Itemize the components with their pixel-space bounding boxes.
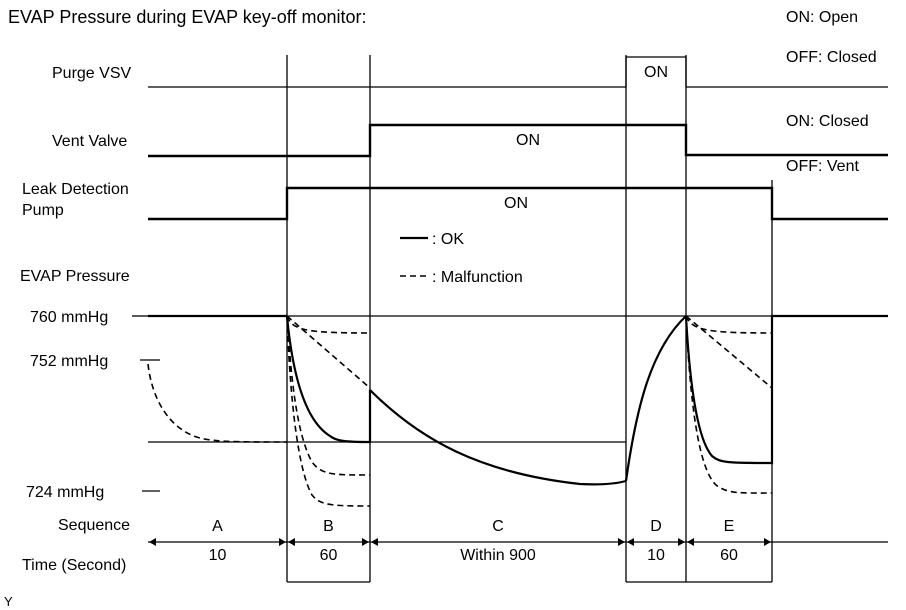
pressure-malfunction-b-medium — [286, 315, 371, 389]
pressure-label-752: 752 mmHg — [30, 353, 108, 370]
row-label-sequence: Sequence — [58, 517, 130, 534]
pressure-malfunction-b-severe — [286, 315, 371, 507]
row-label-leak-pump-1: Leak Detection — [22, 181, 129, 198]
time-label-b: 60 — [320, 547, 338, 564]
vent-off-legend: OFF: Vent — [786, 158, 859, 175]
diagram-title: EVAP Pressure during EVAP key-off monito… — [8, 7, 367, 27]
pressure-malfunction-b-small — [286, 315, 371, 334]
time-label-a: 10 — [209, 547, 227, 564]
sequence-label-a: A — [212, 518, 223, 535]
sequence-row: A 10 B 60 C Within 900 D 10 E 60 — [149, 518, 771, 564]
time-label-d: 10 — [647, 547, 665, 564]
time-label-e: 60 — [720, 547, 738, 564]
pressure-malfunction-e-large — [685, 315, 773, 494]
vent-on-label: ON — [516, 132, 540, 149]
pressure-malfunction-e-small — [685, 315, 773, 334]
pressure-malfunction-e-medium — [685, 315, 773, 389]
row-label-time: Time (Second) — [22, 557, 126, 574]
time-label-c: Within 900 — [460, 547, 536, 564]
pressure-label-724: 724 mmHg — [26, 484, 104, 501]
pressure-ok-phase-c — [369, 389, 627, 486]
pump-on-label: ON — [504, 195, 528, 212]
vent-valve-signal — [148, 123, 888, 158]
purge-vsv-signal — [148, 56, 888, 88]
sequence-label-b: B — [323, 518, 334, 535]
legend-malfunction-label: : Malfunction — [432, 269, 523, 286]
sequence-label-e: E — [724, 518, 735, 535]
pressure-label-760: 760 mmHg — [30, 309, 108, 326]
sequence-label-c: C — [492, 518, 504, 535]
pressure-ok-phase-d — [624, 315, 687, 482]
sequence-label-d: D — [650, 518, 662, 535]
row-label-leak-pump-2: Pump — [22, 202, 64, 219]
pressure-malfunction-b-large — [286, 315, 371, 476]
vent-on-legend: ON: Closed — [786, 113, 869, 130]
footer-mark: Y — [4, 594, 13, 609]
row-label-vent-valve: Vent Valve — [52, 133, 127, 150]
pressure-malfunction-phase-a — [147, 363, 288, 443]
purge-on-label: ON — [644, 64, 668, 81]
legend-ok-label: : OK — [432, 231, 464, 248]
row-label-purge-vsv: Purge VSV — [52, 65, 131, 82]
pressure-ok-phase-e — [684, 314, 888, 465]
purge-on-legend: ON: Open — [786, 9, 858, 26]
purge-off-legend: OFF: Closed — [786, 49, 877, 66]
row-label-evap-pressure: EVAP Pressure — [20, 268, 130, 285]
pump-signal — [148, 186, 888, 221]
pressure-ok-phase-b — [285, 315, 372, 444]
